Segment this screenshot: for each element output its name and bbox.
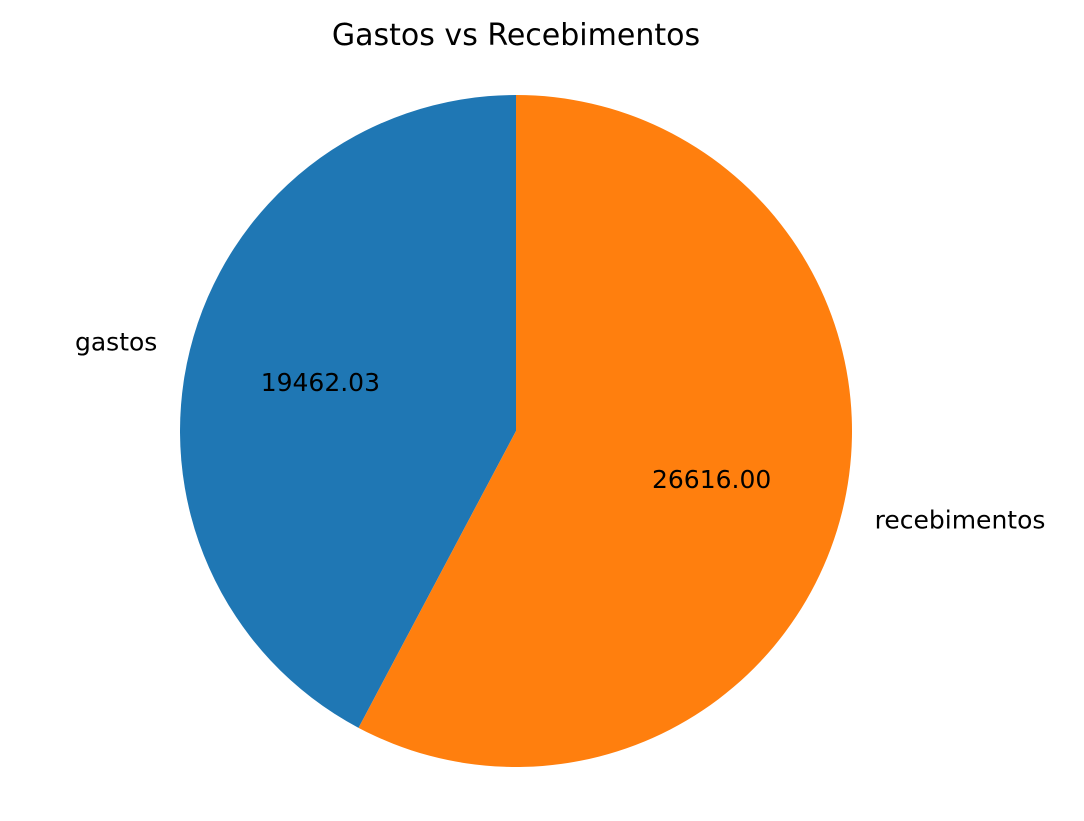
slice-label-recebimentos: recebimentos bbox=[875, 506, 1046, 535]
labels-layer: gastos 19462.03 recebimentos 26616.00 bbox=[75, 327, 1045, 534]
pie-slice-gastos bbox=[180, 95, 517, 728]
pie-slice-recebimentos bbox=[358, 94, 853, 767]
slice-value-recebimentos: 26616.00 bbox=[652, 465, 771, 494]
chart-title: Gastos vs Recebimentos bbox=[332, 18, 700, 53]
slice-label-gastos: gastos bbox=[75, 327, 157, 356]
slice-value-gastos: 19462.03 bbox=[261, 368, 380, 397]
slices-layer bbox=[180, 94, 853, 767]
